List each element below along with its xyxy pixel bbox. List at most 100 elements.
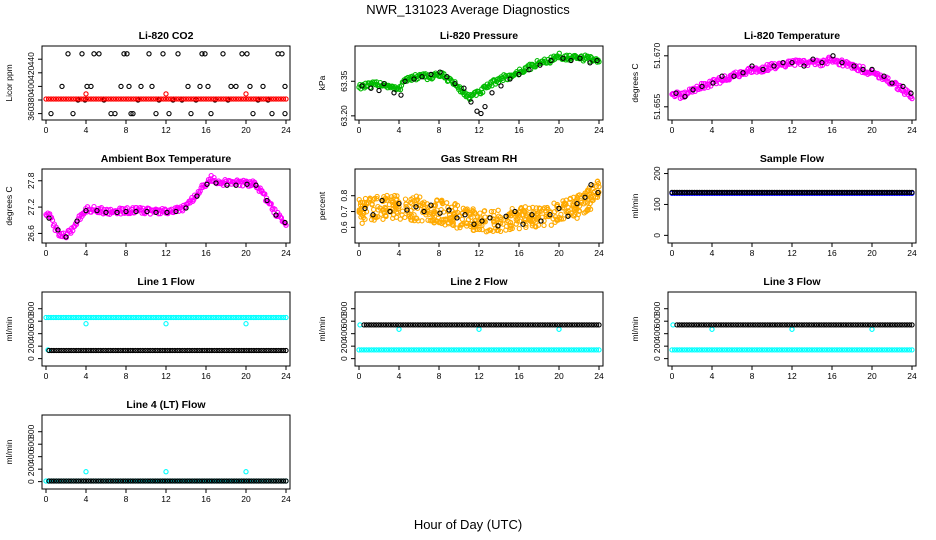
series-point [43,96,49,102]
series-point [198,314,204,321]
series-point [591,347,597,353]
x-tick-label: 24 [907,248,917,258]
series-point [50,96,57,102]
series-point [462,212,468,218]
series-point [248,478,255,484]
series-point [368,322,374,328]
series-point [497,228,504,235]
series-point [413,204,419,210]
series-point [68,347,74,354]
series-point [376,347,382,353]
series-point [253,347,260,354]
series-point [437,210,443,216]
series-point [713,322,719,328]
series-point [63,314,69,321]
series-point [408,199,414,206]
series-point [706,347,713,353]
series-point [691,189,698,196]
series-point [122,347,129,354]
series-point [828,322,834,328]
series-point [518,347,525,353]
series-point [103,478,109,484]
series-point [584,322,590,328]
series-point [238,478,245,484]
y-axis-label: Licor ppm [4,64,14,101]
y-tick-label: 0 [652,356,662,361]
series-point [152,347,158,354]
series-point [369,202,375,208]
series-point [573,197,580,203]
series-point [855,322,861,328]
series-point [804,189,810,196]
series-point [468,347,475,353]
x-tick-label: 12 [474,248,484,258]
series-point [407,322,414,328]
series-point [886,189,893,196]
series-point [894,322,900,328]
series-point [180,314,187,321]
series-point [774,347,780,353]
x-tick-label: 4 [84,248,89,258]
plot-frame [354,291,604,367]
series-point [282,219,288,226]
panel-title: Li-820 Pressure [440,30,518,42]
series-point [255,96,262,102]
series-point [182,478,188,484]
series-point [824,60,830,67]
series-point [881,347,888,353]
series-point [145,347,151,354]
series-point [826,189,833,196]
series-point [886,347,893,353]
series-point [373,347,380,353]
series-point [679,189,685,196]
series-point [473,322,480,328]
series-point [452,206,459,212]
series-point [718,322,724,328]
series-point [412,197,418,203]
series-point [845,322,852,328]
y-tick-label: 440 [26,52,36,66]
series-point [848,322,854,328]
series-point [565,213,571,219]
series-point [164,347,171,354]
series-point [503,227,509,233]
series-point [431,202,437,208]
series-point [746,347,753,353]
series-point [386,201,393,208]
series-point [98,347,104,354]
series-point [689,347,695,353]
series-point [105,314,112,321]
series-point [177,478,183,484]
series-point [469,322,475,328]
series-point [408,347,415,353]
series-point [726,189,733,196]
series-point [130,478,136,484]
series-point [368,85,374,91]
series-point [228,314,234,321]
x-tick-label: 20 [554,125,564,135]
series-point [214,478,220,484]
series-point [63,478,69,484]
series-point [906,322,913,328]
series-point [363,200,370,206]
series-point [220,96,227,102]
series-point [536,347,542,353]
series-point [563,347,570,353]
y-tick-label: 0.7 [339,205,349,217]
series-point [428,71,434,78]
y-tick-label: 26.6 [26,225,36,242]
series-point [900,83,906,90]
series-point [511,347,517,353]
series-point [117,347,124,354]
series-point [497,214,504,221]
series-point [246,478,252,484]
series-point [714,189,720,196]
y-tick-label: 0 [339,356,349,361]
series-point [699,347,705,353]
series-point [576,347,582,353]
series-point [831,347,838,353]
series-point [398,347,405,353]
series-point [117,478,124,484]
series-point [882,322,888,328]
series-point [429,322,436,328]
